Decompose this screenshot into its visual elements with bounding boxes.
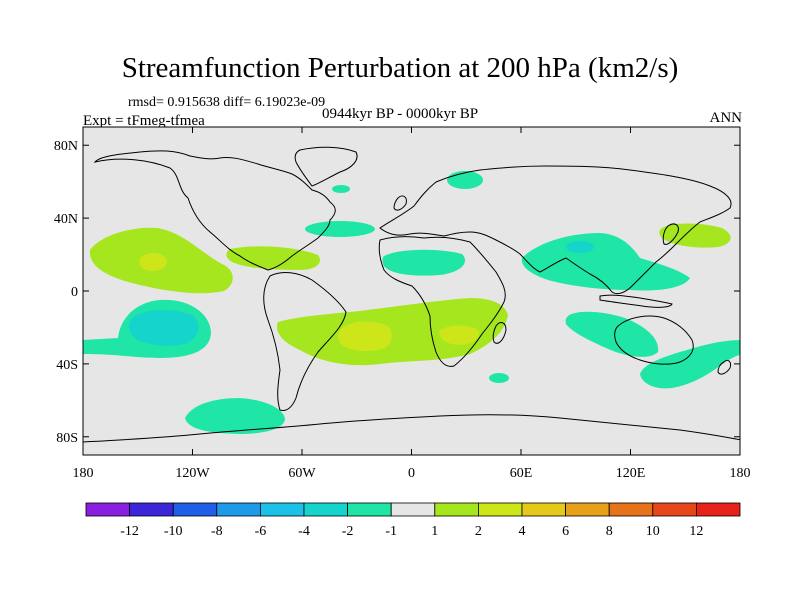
- coastline-madagascar: [492, 322, 507, 344]
- colorbar-label: 12: [689, 524, 703, 539]
- contour-iceland-negative: [332, 185, 350, 193]
- season-label: ANN: [709, 110, 743, 126]
- coastline-australia: [614, 315, 694, 365]
- coastline-south-america: [263, 272, 347, 411]
- colorbar-label: 4: [519, 524, 526, 539]
- x-tick-label: 120E: [616, 466, 646, 481]
- colorbar-swatch: [129, 502, 174, 517]
- colorbar-swatch: [259, 502, 305, 517]
- x-tick-label: 180: [730, 466, 751, 481]
- coastline-greenland: [294, 146, 358, 187]
- contour-south-atlantic-positive: [276, 298, 508, 366]
- y-tick-label: 80N: [54, 139, 78, 154]
- colorbar-label: -4: [298, 524, 310, 539]
- colorbar-label: 10: [646, 524, 660, 539]
- colorbar-swatch: [652, 502, 697, 517]
- colorbar-swatch: [216, 502, 261, 517]
- colorbar-label: -1: [385, 524, 397, 539]
- contour-south-atlantic-core: [338, 321, 392, 352]
- colorbar-label: -10: [164, 524, 183, 539]
- stats-label: rmsd= 0.915638 diff= 6.19023e-09: [128, 95, 326, 110]
- coastline-north-america: [93, 150, 336, 271]
- colorbar-swatch: [347, 502, 392, 517]
- x-tick-label: 60E: [510, 466, 533, 481]
- coastline-africa: [378, 236, 506, 367]
- coastline-japan: [662, 223, 679, 245]
- colorbar-label: 8: [606, 524, 613, 539]
- colorbar-swatch: [85, 502, 130, 517]
- contour-indian-ocean-negative: [565, 311, 659, 357]
- coastline-eurasia: [379, 165, 732, 295]
- coastline-new-zealand: [717, 359, 731, 375]
- chart-title: Streamfunction Perturbation at 200 hPa (…: [121, 52, 679, 84]
- contour-north-africa-negative: [382, 249, 466, 276]
- coastline-antarctica: [83, 414, 740, 443]
- colorbar: -12 -10 -8 -6 -4 -2 -1 1 2 4 6 8 10 12: [85, 502, 741, 539]
- contour-layer: [83, 171, 740, 434]
- contour-south-pacific-core: [128, 309, 199, 346]
- colorbar-label: 6: [562, 524, 569, 539]
- contour-japan-positive: [659, 223, 731, 248]
- colorbar-label: -12: [120, 524, 139, 539]
- colorbar-swatch: [434, 502, 479, 517]
- contour-north-pacific-core: [139, 253, 167, 271]
- coastlines: [83, 146, 740, 443]
- colorbar-swatch: [696, 502, 741, 517]
- period-label: 0944kyr BP - 0000kyr BP: [322, 106, 479, 122]
- x-tick-label: 0: [408, 466, 415, 481]
- experiment-label: Expt = tFmeg-tfmea: [83, 113, 205, 129]
- colorbar-label: -8: [211, 524, 223, 539]
- x-tick-label: 180: [73, 466, 94, 481]
- x-tick-label: 120W: [175, 466, 210, 481]
- contour-australia-east-negative: [640, 340, 740, 389]
- contour-south-asia-core: [566, 241, 594, 253]
- y-tick-label: 0: [71, 285, 78, 300]
- colorbar-swatch: [608, 502, 654, 517]
- y-tick-label: 40S: [56, 358, 78, 373]
- contour-scandinavia-negative: [447, 171, 483, 189]
- colorbar-label: 1: [431, 524, 438, 539]
- y-tick-label: 40N: [54, 212, 78, 227]
- contour-south-indian-small-negative: [489, 373, 509, 383]
- axis-ticks: 180 120W 60W 0 60E 120E 180 80N 40N 0 40S 80S: [54, 127, 751, 481]
- colorbar-swatch: [390, 502, 436, 517]
- contour-southeast-pacific-negative: [185, 398, 285, 434]
- x-tick-label: 60W: [288, 466, 316, 481]
- colorbar-swatch: [565, 502, 610, 517]
- colorbar-label: -6: [255, 524, 267, 539]
- colorbar-swatch: [172, 502, 218, 517]
- colorbar-swatch: [303, 502, 348, 517]
- y-tick-label: 80S: [56, 431, 78, 446]
- colorbar-label: -2: [342, 524, 354, 539]
- contour-south-africa-core: [439, 325, 479, 345]
- colorbar-swatch: [521, 502, 566, 517]
- coastline-indonesia: [599, 294, 673, 308]
- coastline-uk: [393, 195, 407, 211]
- colorbar-swatch: [477, 502, 523, 517]
- colorbar-label: 2: [475, 524, 482, 539]
- contour-south-asia-negative: [521, 233, 690, 291]
- contour-north-atlantic-negative: [305, 221, 375, 237]
